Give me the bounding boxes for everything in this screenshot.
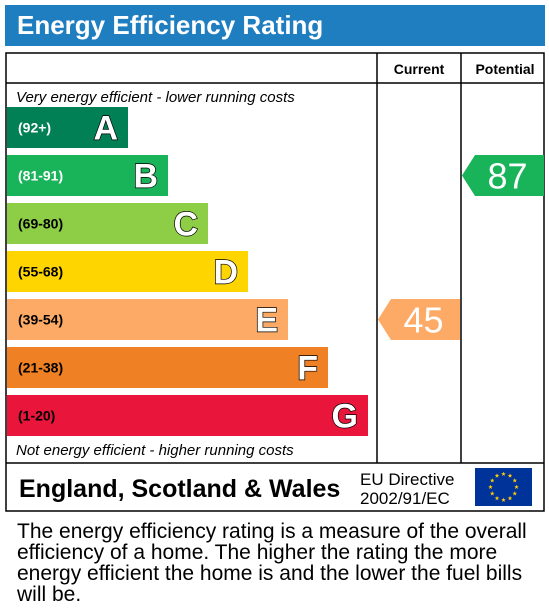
potential-rating-marker <box>462 155 544 196</box>
band-letter-f: F <box>297 350 318 388</box>
rating-bands: (92+) A (81-91) B (69-80) C (55-68) D (39-54) E (2… <box>7 107 368 436</box>
chart-frame <box>5 52 545 512</box>
band-bar-c <box>7 203 208 244</box>
band-range-d: (55-68) <box>18 264 63 280</box>
band-letter-a: A <box>93 110 118 148</box>
band-letter-c: C <box>173 206 198 244</box>
directive-line-2: 2002/91/EC <box>360 489 450 508</box>
caption-text: The energy efficiency rating is a measur… <box>17 520 527 606</box>
band-range-e: (39-54) <box>18 312 63 328</box>
band-range-a: (92+) <box>18 120 51 136</box>
top-note: Very energy efficient - lower running co… <box>16 89 295 106</box>
current-header: Current <box>394 61 445 77</box>
band-letter-e: E <box>255 302 278 340</box>
eu-flag-icon <box>475 468 532 506</box>
band-bar-b <box>7 155 168 196</box>
band-bar-g <box>7 395 368 436</box>
band-letter-g: G <box>332 398 358 436</box>
band-bar-f <box>7 347 328 388</box>
chart-title: Energy Efficiency Rating <box>5 5 545 46</box>
potential-rating-value: 87 <box>487 156 527 197</box>
potential-header: Potential <box>475 61 534 77</box>
band-range-c: (69-80) <box>18 216 63 232</box>
band-letter-b: B <box>133 158 158 196</box>
band-bar-a <box>7 107 128 148</box>
band-range-b: (81-91) <box>18 168 63 184</box>
band-bar-e <box>7 299 288 340</box>
score-markers: 45 87 <box>378 155 544 341</box>
current-rating-marker <box>378 299 460 340</box>
directive-line-1: EU Directive <box>360 470 454 489</box>
band-bar-d <box>7 251 248 292</box>
energy-rating-chart: Current Potential Very energy efficient … <box>5 52 545 512</box>
band-range-f: (21-38) <box>18 360 63 376</box>
current-rating-value: 45 <box>403 300 443 341</box>
band-letter-d: D <box>213 254 238 292</box>
bottom-note: Not energy efficient - higher running co… <box>16 442 294 459</box>
region-label: England, Scotland & Wales <box>19 475 340 503</box>
band-range-g: (1-20) <box>18 408 55 424</box>
